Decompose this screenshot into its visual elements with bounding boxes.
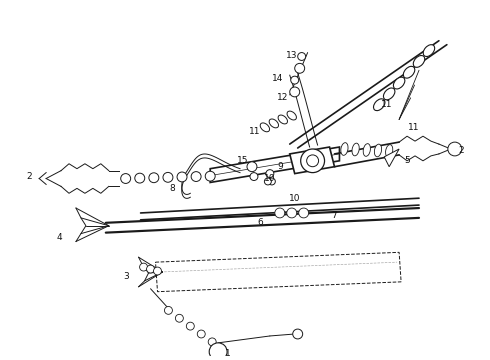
Ellipse shape xyxy=(403,66,415,78)
Text: 5: 5 xyxy=(404,156,410,165)
Circle shape xyxy=(448,142,462,156)
Text: 8: 8 xyxy=(170,184,175,193)
Text: 15: 15 xyxy=(237,156,249,165)
Ellipse shape xyxy=(373,99,385,111)
Text: 1: 1 xyxy=(225,349,231,358)
Text: 13: 13 xyxy=(286,51,297,60)
Text: 10: 10 xyxy=(289,194,300,203)
Ellipse shape xyxy=(352,143,359,156)
Polygon shape xyxy=(210,147,340,183)
Circle shape xyxy=(290,87,300,97)
Text: 14: 14 xyxy=(272,74,284,83)
Ellipse shape xyxy=(386,145,393,157)
Circle shape xyxy=(265,178,271,185)
Ellipse shape xyxy=(423,45,435,57)
Circle shape xyxy=(175,314,183,322)
Circle shape xyxy=(209,343,227,360)
Circle shape xyxy=(291,76,299,84)
Text: 2: 2 xyxy=(26,172,32,181)
Circle shape xyxy=(163,172,173,182)
Ellipse shape xyxy=(374,144,382,157)
Circle shape xyxy=(177,172,187,182)
Circle shape xyxy=(266,170,274,177)
Circle shape xyxy=(191,172,201,181)
Circle shape xyxy=(287,208,297,218)
Circle shape xyxy=(186,322,195,330)
Text: 3: 3 xyxy=(123,273,128,282)
Text: 6: 6 xyxy=(257,218,263,227)
Circle shape xyxy=(140,263,147,271)
Text: 11: 11 xyxy=(381,100,393,109)
Circle shape xyxy=(135,173,145,183)
Circle shape xyxy=(197,330,205,338)
Polygon shape xyxy=(155,252,401,292)
Circle shape xyxy=(299,208,309,218)
Circle shape xyxy=(165,306,172,314)
Circle shape xyxy=(298,53,306,60)
Circle shape xyxy=(208,338,216,346)
Circle shape xyxy=(205,171,215,181)
Ellipse shape xyxy=(341,143,348,155)
Circle shape xyxy=(247,162,257,172)
Circle shape xyxy=(301,149,324,172)
Ellipse shape xyxy=(278,115,288,124)
Text: 12: 12 xyxy=(277,93,289,102)
Ellipse shape xyxy=(287,111,296,120)
Ellipse shape xyxy=(393,77,405,89)
Text: 7: 7 xyxy=(332,211,337,220)
Text: 9: 9 xyxy=(277,162,283,171)
Polygon shape xyxy=(384,149,399,167)
Ellipse shape xyxy=(363,144,370,156)
Text: 10: 10 xyxy=(264,174,275,183)
Text: 11: 11 xyxy=(249,127,261,136)
Text: 11: 11 xyxy=(408,123,420,132)
Ellipse shape xyxy=(413,55,425,67)
Circle shape xyxy=(153,267,162,275)
Ellipse shape xyxy=(269,119,278,128)
Circle shape xyxy=(275,208,285,218)
Circle shape xyxy=(294,63,305,73)
Circle shape xyxy=(307,155,318,167)
Text: 2: 2 xyxy=(458,147,464,156)
Circle shape xyxy=(293,329,303,339)
Polygon shape xyxy=(290,147,335,174)
Circle shape xyxy=(147,265,154,273)
Text: 4: 4 xyxy=(56,233,62,242)
Circle shape xyxy=(149,173,159,183)
Circle shape xyxy=(269,178,275,185)
Circle shape xyxy=(250,172,258,180)
Circle shape xyxy=(121,174,131,184)
Ellipse shape xyxy=(260,123,270,132)
Ellipse shape xyxy=(384,88,395,100)
